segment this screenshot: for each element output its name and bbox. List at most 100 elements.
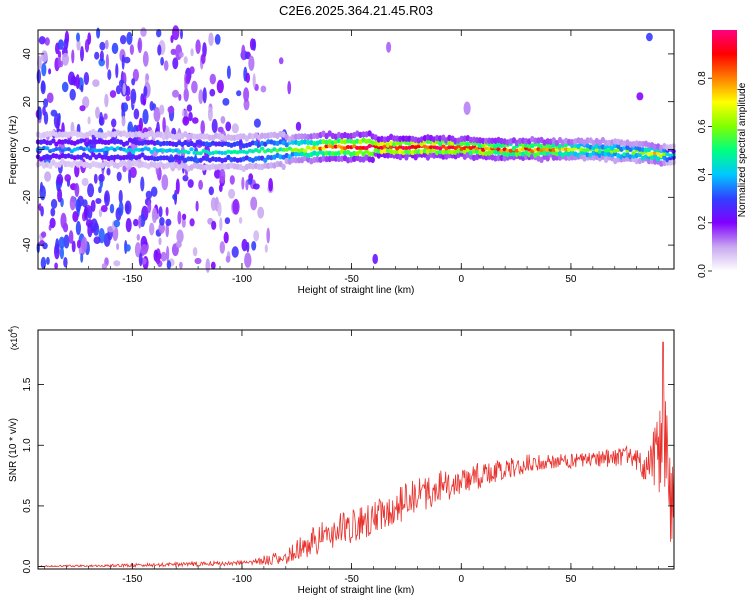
spectrogram-cell xyxy=(358,145,363,150)
spectrogram-cell xyxy=(299,133,305,140)
spectrogram-cell xyxy=(209,73,216,85)
spectrogram-cell xyxy=(121,115,126,127)
spectrogram-cell xyxy=(137,140,142,146)
spectrogram-cell xyxy=(111,42,119,55)
spectrogram-cell xyxy=(188,111,193,122)
spectrogram-cell xyxy=(50,109,58,117)
spectrogram-cell xyxy=(287,154,292,160)
spectrogram-cell xyxy=(416,149,421,155)
spectrogram-cell xyxy=(42,242,48,250)
spectrogram-cell xyxy=(90,218,98,232)
y-tick-label: 0.5 xyxy=(22,499,33,513)
spectrogram-cell xyxy=(82,96,90,109)
spectrogram-cell xyxy=(46,92,54,104)
spectrogram-cell xyxy=(56,173,64,186)
spectrogram-cell xyxy=(159,217,165,226)
spectrogram-cell xyxy=(631,151,636,156)
spectrogram-cell xyxy=(603,148,609,153)
colorbar-tick-label: 0.4 xyxy=(697,167,708,181)
spectrogram-cell xyxy=(82,199,88,208)
spectrogram-cell xyxy=(241,176,245,190)
spectrogram-cell xyxy=(591,150,596,156)
spectrogram-cell xyxy=(109,154,114,161)
spectrogram-cell xyxy=(43,98,49,108)
spectrogram-cell xyxy=(636,92,644,101)
x-tick-label: 0 xyxy=(458,574,464,585)
spectrogram-cell xyxy=(88,155,93,161)
spectrogram-cell xyxy=(252,73,256,89)
spectrogram-cell xyxy=(447,145,452,150)
spectrogram-cell xyxy=(284,142,289,148)
spectrogram-cell xyxy=(111,118,117,128)
spectrogram-cell xyxy=(113,260,121,267)
spectrogram-cell xyxy=(253,118,261,128)
spectrogram-cell xyxy=(87,116,91,125)
spectrogram-cell xyxy=(490,137,495,144)
spectrogram-cell xyxy=(187,179,194,188)
spectrogram-cell xyxy=(225,121,232,132)
spectrogram-cell xyxy=(183,56,188,64)
spectrogram-cell xyxy=(524,138,529,145)
colorbar-tick-label: 0.8 xyxy=(697,71,708,85)
snr-x-axis-label: Height of straight line (km) xyxy=(298,585,415,596)
spectrogram-cell xyxy=(76,32,80,42)
spectrogram-cell xyxy=(643,147,649,153)
spectrogram-cell xyxy=(80,253,84,263)
spectrogram-cell xyxy=(198,151,203,156)
colorbar-label: Normalized spectral amplitude xyxy=(737,82,748,217)
spectrogram-cell xyxy=(103,232,111,247)
spectrogram-cell xyxy=(159,104,165,115)
spectrogram-cell xyxy=(192,142,197,148)
spectrogram-cell xyxy=(118,189,123,204)
colorbar-tick-label: 0.0 xyxy=(697,264,708,278)
spectrogram-cell xyxy=(156,29,162,38)
spectrogram-cell xyxy=(50,198,58,209)
spectrogram-cell xyxy=(209,88,216,97)
spectrogram-cell xyxy=(149,101,154,111)
spectrogram-cell xyxy=(364,148,369,154)
spectrogram-cell xyxy=(210,261,216,270)
spectrogram-cell xyxy=(75,199,82,212)
spectrogram-cell xyxy=(98,186,102,194)
spectrogram-cell xyxy=(98,58,105,67)
spectrogram-x-ticks: -150 -100 -50 0 50 xyxy=(44,30,659,285)
spectrogram-cell xyxy=(207,134,213,141)
spectrogram-cell xyxy=(175,240,182,248)
spectrogram-cell xyxy=(487,137,492,144)
spectrogram-cell xyxy=(133,218,139,227)
spectrogram-cell xyxy=(441,153,446,160)
spectrogram-cell xyxy=(124,200,132,215)
spectrogram-cell xyxy=(275,160,280,168)
spectrogram-cell xyxy=(140,27,147,37)
spectrogram-cell xyxy=(109,131,114,138)
spectrogram-cell xyxy=(213,141,219,147)
spectrogram-cell xyxy=(161,174,169,191)
spectrogram-cell xyxy=(45,130,50,138)
x-tick-label: -100 xyxy=(232,574,252,585)
spectrogram-cell xyxy=(177,211,182,225)
spectrogram-cell xyxy=(646,157,652,165)
spectrogram-cell xyxy=(75,74,80,90)
spectrogram-cell xyxy=(142,99,146,106)
spectrogram-cell xyxy=(69,195,76,211)
spectrogram-cell xyxy=(250,196,258,211)
spectrogram-cell xyxy=(364,138,369,144)
spectrogram-cell xyxy=(57,146,62,151)
spectrogram-cell xyxy=(125,218,132,233)
spectrogram-cell xyxy=(220,151,225,155)
spectrogram-cell xyxy=(115,63,119,79)
spectrogram-cell xyxy=(236,90,242,97)
spectrogram-cell xyxy=(327,150,332,156)
spectrogram-y-ticks: -40 -20 0 20 40 xyxy=(22,48,674,252)
spectrogram-cell xyxy=(45,140,50,146)
spectrogram-cell xyxy=(222,98,230,106)
spectrogram-cell xyxy=(517,137,523,145)
spectrogram-cell xyxy=(69,88,76,101)
spectrogram-cell xyxy=(57,39,64,50)
spectrogram-cell xyxy=(161,140,167,146)
spectrogram-cell xyxy=(101,263,108,270)
spectrogram-cell xyxy=(299,139,305,145)
spectrogram-cell xyxy=(372,253,379,265)
spectrogram-cell xyxy=(208,32,214,46)
spectrogram-cell xyxy=(147,200,152,214)
